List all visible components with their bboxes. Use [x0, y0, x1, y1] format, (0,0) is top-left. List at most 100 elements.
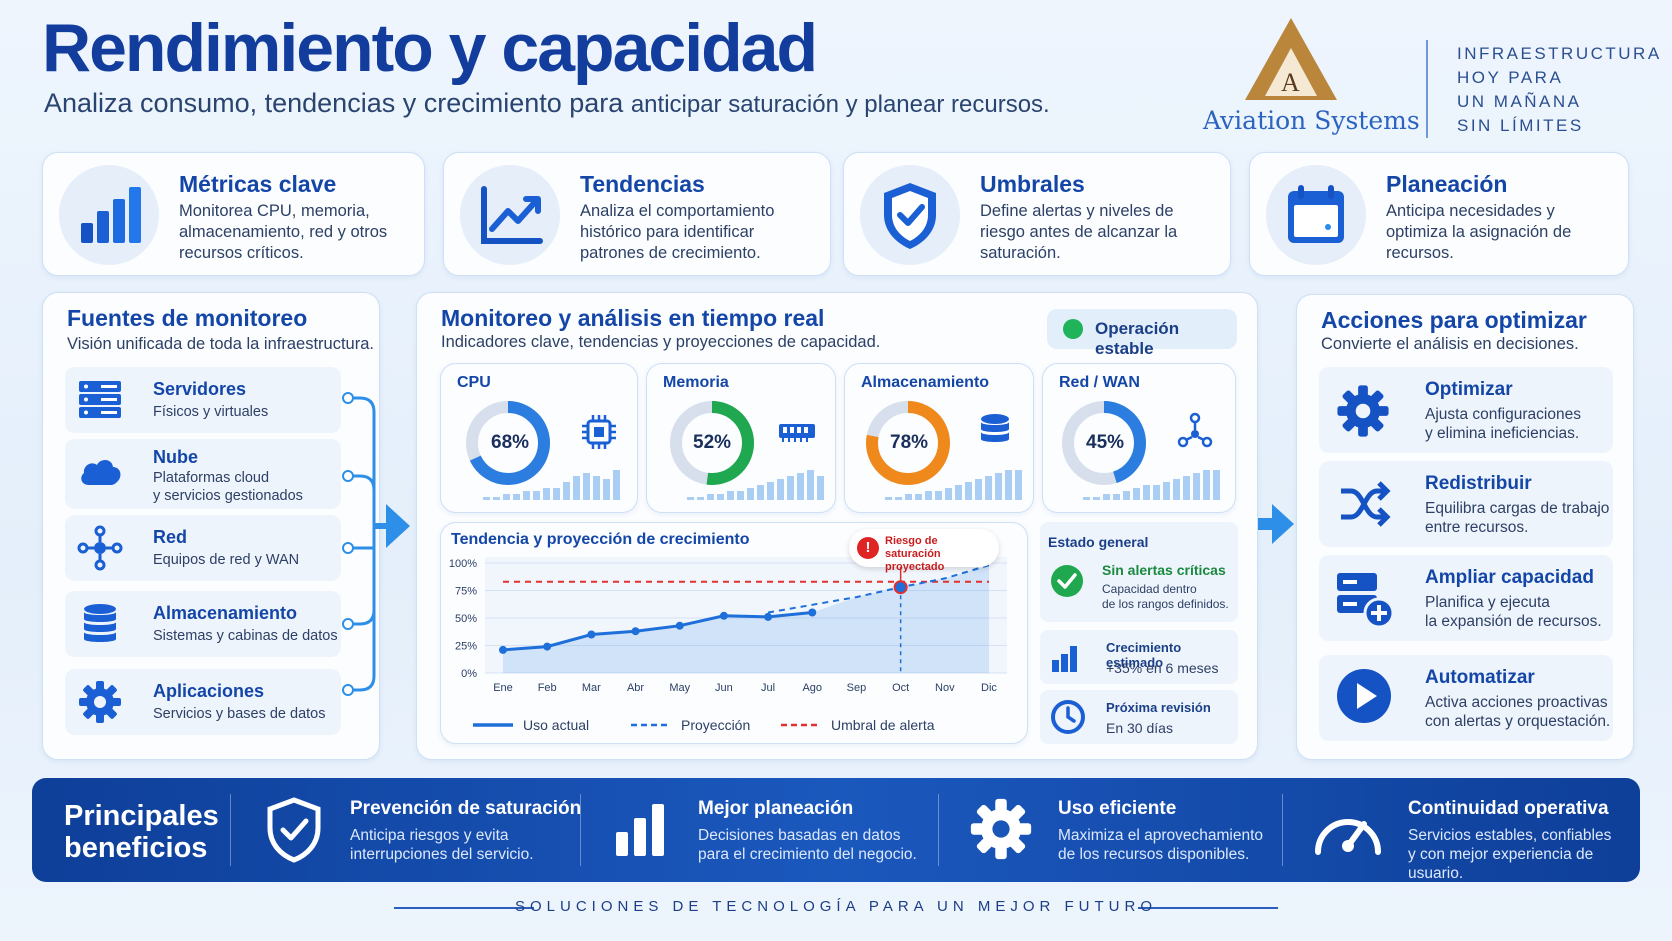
x-tick-label: Dic	[981, 682, 997, 694]
check-circle-icon	[1051, 565, 1083, 597]
x-tick-label: Sep	[847, 682, 867, 694]
footer-line-left	[394, 907, 534, 909]
card-planeacion: Planeación Anticipa necesidades y optimi…	[1249, 152, 1629, 276]
action-item-optimizar[interactable]: Optimizar Ajusta configuraciones y elimi…	[1319, 367, 1613, 453]
source-item-red[interactable]: Red Equipos de red y WAN	[65, 515, 341, 581]
projection-line	[767, 564, 990, 614]
gauge-title: CPU	[457, 374, 491, 391]
usage-bar	[737, 491, 744, 500]
gauge-card-red-wan: Red / WAN 45%	[1042, 363, 1236, 513]
source-item-servidores[interactable]: Servidores Físicos y virtuales	[65, 367, 341, 433]
tagline-line: INFRAESTRUCTURA	[1457, 44, 1662, 63]
gauge-value-arc	[466, 401, 550, 485]
status-label: Operación estable	[1095, 319, 1180, 358]
source-item-almacenamiento[interactable]: Almacenamiento Sistemas y cabinas de dat…	[65, 591, 341, 657]
card-text: Define alertas y niveles de riesgo antes…	[980, 202, 1178, 262]
cpu-icon	[582, 415, 616, 449]
usage-bar	[935, 491, 942, 500]
usage-bar	[1093, 497, 1100, 500]
usage-bar	[717, 494, 724, 500]
usage-bar	[513, 494, 520, 500]
actual-usage-line	[502, 611, 813, 652]
gauge-value: 68%	[491, 432, 530, 453]
usage-bar	[1183, 476, 1190, 500]
usage-bar	[1123, 491, 1130, 500]
banner-divider	[230, 794, 231, 866]
logo-triangle-inner	[1265, 48, 1317, 96]
usage-bar	[1173, 479, 1180, 500]
usage-bar	[945, 488, 952, 500]
gauge-ring	[866, 401, 950, 485]
network-icon	[1177, 412, 1213, 448]
action-title: Optimizar	[1425, 379, 1513, 400]
data-point	[499, 645, 507, 654]
usage-bar	[1133, 488, 1140, 500]
action-text: Activa acciones proactivas con alertas y…	[1425, 694, 1611, 730]
legend-label: Uso actual	[523, 717, 589, 733]
x-tick-label: Abr	[627, 682, 644, 694]
x-tick-label: Feb	[538, 682, 557, 694]
action-item-ampliar-capacidad[interactable]: Ampliar capacidad Planifica y ejecuta la…	[1319, 555, 1613, 641]
x-tick-label: Jul	[761, 682, 775, 694]
tagline-line: UN MAÑANA	[1457, 92, 1582, 111]
alerts-title: Sin alertas críticas	[1102, 562, 1226, 578]
status-badge: Operación estable	[1047, 309, 1237, 358]
growth-title: Crecimiento estimado	[1106, 640, 1182, 670]
source-item-aplicaciones[interactable]: Aplicaciones Servicios y bases de datos	[65, 669, 341, 735]
x-tick-label: Jun	[715, 682, 733, 694]
gauge-title: Red / WAN	[1059, 374, 1140, 391]
actions-subtitle: Convierte el análisis en decisiones.	[1321, 335, 1579, 353]
card-title: Tendencias	[580, 171, 705, 197]
card-title: Métricas clave	[179, 171, 337, 197]
bar-chart-icon	[616, 804, 664, 856]
usage-bar	[1015, 470, 1022, 500]
bar-chart-icon	[1052, 646, 1077, 672]
footer-line-right	[1138, 907, 1278, 909]
y-tick-label: 100%	[449, 558, 477, 570]
gauge-value-arc	[1062, 401, 1146, 485]
action-text: Equilibra cargas de trabajo entre recurs…	[1425, 500, 1610, 536]
play-icon	[1337, 669, 1391, 723]
gauge-card-cpu: CPU 68%	[440, 363, 638, 513]
usage-bar	[483, 497, 490, 500]
action-item-automatizar[interactable]: Automatizar Activa acciones proactivas c…	[1319, 655, 1613, 741]
usage-bar	[573, 476, 580, 500]
source-title: Aplicaciones	[153, 681, 265, 701]
source-title: Red	[153, 527, 188, 547]
usage-bar	[697, 497, 704, 500]
database-icon	[981, 414, 1009, 442]
legend-label: Umbral de alerta	[831, 717, 935, 733]
chart-title: Tendencia y proyección de crecimiento	[451, 531, 750, 548]
card-metricas-clave: Métricas clave Monitorea CPU, memoria, a…	[42, 152, 425, 276]
gauge-value: 52%	[693, 432, 732, 453]
usage-bar	[503, 494, 510, 500]
action-title: Redistribuir	[1425, 473, 1532, 494]
status-dot	[1063, 319, 1083, 339]
card-text: Analiza el comportamiento histórico para…	[580, 202, 775, 262]
banner-divider	[938, 794, 939, 866]
subtitle-part-b: anticipar saturación y planear recursos.	[630, 91, 1050, 118]
usage-bars	[483, 470, 620, 500]
trend-chart: 0% 25% 50% 75% 100% Ene Feb Mar Abr May Jun Jul Ago S…	[449, 557, 1007, 733]
logo-text: Aviation Systems	[1203, 106, 1420, 135]
actions-panel: Acciones para optimizar Convierte el aná…	[1296, 294, 1634, 760]
benefit-title: Uso eficiente	[1058, 798, 1177, 819]
usage-bar	[885, 497, 892, 500]
usage-bar	[797, 473, 804, 500]
footer-slogan: SOLUCIONES DE TECNOLOGÍA PARA UN MEJOR F…	[514, 898, 1157, 915]
gauge-title: Almacenamiento	[861, 374, 990, 391]
source-text: Servicios y bases de datos	[153, 706, 326, 722]
source-item-nube[interactable]: Nube Plataformas cloud y servicios gesti…	[65, 439, 341, 509]
banner-divider	[1282, 794, 1283, 866]
callout-text: Riesgo de saturación proyectado	[885, 535, 945, 573]
usage-bars	[687, 470, 824, 500]
action-item-redistribuir[interactable]: Redistribuir Equilibra cargas de trabajo…	[1319, 461, 1613, 547]
usage-bar	[1083, 497, 1090, 500]
tagline: INFRAESTRUCTURA HOY PARA UN MAÑANA SIN L…	[1457, 42, 1662, 138]
action-title: Automatizar	[1425, 667, 1535, 688]
gauge-ring	[466, 401, 550, 485]
card-title: Umbrales	[980, 171, 1085, 197]
usage-bar	[707, 494, 714, 500]
sources-title: Fuentes de monitoreo	[67, 305, 308, 331]
x-tick-label: Ene	[493, 682, 513, 694]
